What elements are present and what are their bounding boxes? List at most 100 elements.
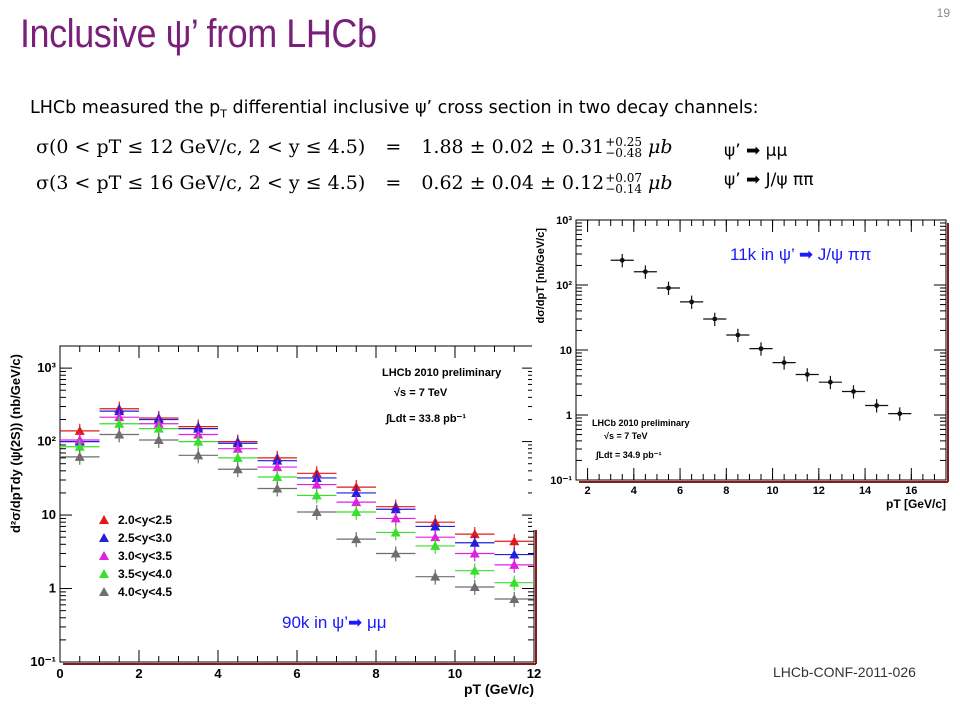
x-tick-label: 12: [813, 485, 825, 497]
y-tick-label: 1: [566, 410, 572, 422]
legend-label: 3.0<y<3.5: [118, 549, 172, 563]
legend-marker: [99, 551, 109, 560]
channel-annotation: 90k in ψ’➡ μμ: [282, 613, 387, 632]
info-title: LHCb 2010 preliminary: [592, 418, 690, 428]
intro-text: LHCb measured the pT differential inclus…: [30, 98, 759, 121]
data-point: [351, 507, 362, 517]
x-axis-label: pT (GeV/c): [464, 681, 534, 697]
data-point: [804, 372, 810, 377]
x-tick-label: 10: [448, 666, 462, 681]
conf-note: LHCb-CONF-2011-026: [773, 664, 916, 680]
data-point: [74, 451, 85, 461]
info-energy: √s = 7 TeV: [394, 387, 448, 399]
legend-label: 2.5<y<3.0: [118, 531, 172, 545]
intro-before: LHCb measured the p: [30, 98, 221, 118]
data-point: [390, 504, 401, 514]
x-tick-label: 2: [135, 666, 142, 681]
channel-jpsipipi: ψ’ ➡ J/ψ ππ: [724, 170, 814, 190]
data-point: [619, 257, 625, 263]
data-point: [351, 534, 362, 544]
y-tick-label: 10⁻¹: [550, 475, 572, 487]
y-tick-label: 10³: [37, 360, 56, 375]
x-tick-label: 14: [859, 485, 872, 497]
y-tick-label: 10: [42, 507, 56, 522]
data-point: [232, 464, 243, 474]
data-point: [851, 389, 856, 394]
info-title: LHCb 2010 preliminary: [382, 367, 502, 379]
formula-1-up: +0.25: [605, 135, 643, 149]
formula-2-eq: =: [385, 172, 402, 194]
legend-marker: [99, 587, 109, 596]
data-point: [74, 441, 85, 451]
legend-label: 2.0<y<2.5: [118, 513, 172, 527]
formula-1: σ(0 < pT ≤ 12 GeV/c, 2 < y ≤ 4.5) = 1.88…: [36, 136, 673, 159]
formula-2-unit: μb: [648, 172, 673, 194]
data-point: [781, 360, 787, 365]
x-tick-label: 6: [677, 485, 683, 497]
data-point: [311, 472, 322, 482]
data-point: [666, 285, 671, 291]
x-tick-label: 16: [905, 485, 917, 497]
x-tick-label: 0: [56, 666, 63, 681]
data-point: [390, 548, 401, 558]
x-tick-label: 6: [293, 666, 300, 681]
x-tick-label: 12: [527, 666, 541, 681]
series-0: [610, 253, 912, 421]
y-tick-label: 10: [560, 345, 572, 357]
formula-1-lhs: σ(0 < pT ≤ 12 GeV/c, 2 < y ≤ 4.5): [36, 136, 366, 158]
y-tick-label: 1: [49, 581, 56, 596]
series-3: [60, 416, 534, 591]
series-2: [60, 410, 534, 573]
formula-2-value: 0.62 ± 0.04 ± 0.12: [421, 172, 605, 194]
data-point: [642, 269, 648, 275]
formula-1-eq: =: [385, 136, 402, 158]
x-tick-label: 8: [372, 666, 379, 681]
x-tick-label: 4: [631, 485, 638, 497]
data-point: [469, 537, 480, 547]
y-axis-label: d²σ/dpTdy (ψ(2S)) (nb/GeV/c): [8, 354, 23, 533]
data-point: [430, 540, 441, 550]
data-point: [735, 332, 741, 338]
data-point: [193, 450, 204, 460]
x-axis-label: pT [GeV/c]: [886, 497, 946, 511]
data-point: [153, 423, 164, 433]
data-point: [758, 346, 764, 352]
data-point: [390, 527, 401, 537]
data-point: [272, 462, 283, 472]
data-point: [430, 521, 441, 531]
data-point: [469, 529, 480, 539]
info-lumi: ∫Ldt = 34.9 pb⁻¹: [595, 450, 661, 460]
data-point: [311, 507, 322, 517]
y-axis-label: dσ/dpT [nb/GeV/c]: [535, 228, 547, 324]
legend-marker: [99, 569, 109, 578]
data-point: [469, 565, 480, 575]
y-tick-label: 10²: [556, 280, 572, 292]
data-point: [509, 559, 520, 569]
data-point: [351, 497, 362, 507]
formula-2: σ(3 < pT ≤ 16 GeV/c, 2 < y ≤ 4.5) = 0.62…: [36, 172, 673, 195]
channel-annotation: 11k in ψ’ ➡ J/ψ ππ: [730, 245, 871, 264]
data-point: [351, 487, 362, 497]
data-point: [509, 536, 520, 546]
info-energy: √s = 7 TeV: [604, 431, 648, 441]
data-point: [153, 435, 164, 445]
legend-marker: [99, 515, 109, 524]
slide-title: Inclusive ψ’ from LHCb: [20, 12, 377, 56]
data-point: [712, 316, 718, 322]
data-point: [509, 594, 520, 604]
data-point: [430, 532, 441, 542]
data-point: [272, 471, 283, 481]
data-point: [74, 435, 85, 445]
data-point: [272, 483, 283, 493]
data-point: [827, 379, 833, 385]
slide-number: 19: [936, 6, 950, 20]
y-tick-label: 10²: [37, 434, 56, 449]
info-lumi: ∫Ldt = 33.8 pb⁻¹: [385, 413, 466, 425]
channel-mumu: ψ’ ➡ μμ: [724, 141, 788, 161]
data-point: [193, 436, 204, 446]
data-point: [232, 443, 243, 453]
y-tick-label: 10⁻¹: [30, 654, 56, 669]
data-point: [114, 429, 125, 439]
formula-2-up: +0.07: [605, 171, 643, 185]
